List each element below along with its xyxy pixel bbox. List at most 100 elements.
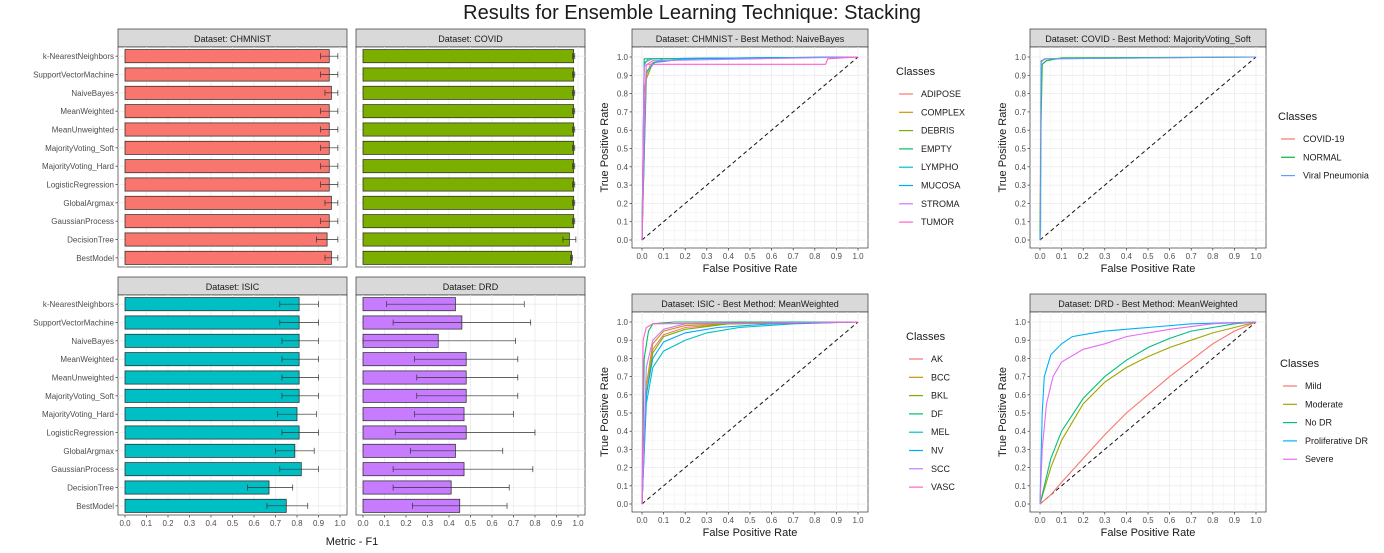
- legend-entry: EMPTY: [921, 144, 952, 154]
- x-tick-label: 0.5: [1142, 516, 1154, 525]
- category-label: SupportVectorMachine: [33, 319, 114, 328]
- x-axis-title: False Positive Rate: [703, 263, 798, 275]
- x-tick-label: 0.0: [636, 516, 648, 525]
- roc-curve: [641, 321, 858, 505]
- x-tick-label: 0.5: [744, 516, 756, 525]
- x-tick-label: 0.3: [701, 516, 713, 525]
- x-tick-label: 1.0: [852, 516, 864, 525]
- roc-panel-1: Dataset: COVID - Best Method: MajorityVo…: [997, 28, 1369, 275]
- category-label: MeanWeighted: [60, 107, 114, 116]
- bar: [362, 67, 575, 82]
- roc-curve: [641, 321, 859, 505]
- legend: Classes ADIPOSE COMPLEX DEBRIS EMPTY LYMPHO MU…: [896, 66, 965, 227]
- y-axis-title: True Positive Rate: [599, 102, 611, 192]
- x-tick-label: 1.0: [572, 519, 584, 528]
- y-tick-label: 0.1: [617, 218, 629, 227]
- roc-curve: [641, 321, 859, 505]
- x-tick-label: 0.3: [184, 519, 196, 528]
- legend: Classes Mild Moderate No DR Proliferative DR…: [1280, 358, 1369, 464]
- facet-strip-label: Dataset: DRD: [443, 282, 499, 292]
- y-axis-title: True Positive Rate: [997, 102, 1009, 192]
- y-tick-label: 1.0: [617, 318, 629, 327]
- bar-facet-0: Dataset: CHMNIST k-NearestNeighbors Suppor…: [33, 28, 348, 268]
- legend-entry: BCC: [931, 372, 951, 382]
- chance-diagonal: [641, 321, 859, 505]
- y-tick-label: 0.2: [617, 464, 629, 473]
- roc-curve: [1039, 321, 1257, 505]
- x-tick-label: 0.7: [788, 516, 800, 525]
- x-tick-label: 0.2: [680, 516, 692, 525]
- legend-entry: No DR: [1305, 418, 1333, 428]
- x-tick-label: 0.4: [1121, 252, 1133, 261]
- panel-title: Dataset: CHMNIST - Best Method: NaiveBay…: [656, 34, 845, 44]
- x-tick-label: 0.9: [831, 252, 843, 261]
- bar: [124, 498, 287, 513]
- panel-title: Dataset: DRD - Best Method: MeanWeighted: [1058, 299, 1237, 309]
- x-tick-label: 0.8: [809, 252, 821, 261]
- category-label: MajorityVoting_Soft: [45, 392, 115, 401]
- x-tick-label: 1.0: [1250, 252, 1262, 261]
- legend-entry: MEL: [931, 427, 950, 437]
- x-tick-label: 0.0: [357, 519, 369, 528]
- y-tick-label: 0.8: [617, 90, 629, 99]
- y-tick-label: 0.5: [617, 145, 629, 154]
- x-tick-label: 0.8: [1207, 516, 1219, 525]
- x-tick-label: 0.2: [400, 519, 412, 528]
- bar: [124, 85, 332, 100]
- y-tick-label: 0.0: [617, 236, 629, 245]
- roc-curve: [1039, 321, 1257, 505]
- bar: [124, 425, 300, 440]
- legend-entry: STROMA: [921, 199, 960, 209]
- category-label: BestModel: [76, 502, 114, 511]
- roc-curve: [641, 56, 859, 241]
- x-tick-label: 0.7: [788, 252, 800, 261]
- category-label: NaiveBayes: [71, 337, 114, 346]
- x-tick-label: 0.3: [701, 252, 713, 261]
- legend-entry: COMPLEX: [921, 107, 965, 117]
- bar: [362, 85, 575, 100]
- legend-entry: NORMAL: [1303, 152, 1342, 162]
- x-tick-label: 0.3: [422, 519, 434, 528]
- x-tick-label: 1.0: [1250, 516, 1262, 525]
- y-tick-label: 0.6: [1015, 126, 1027, 135]
- x-tick-label: 0.2: [1078, 516, 1090, 525]
- x-tick-label: 0.1: [379, 519, 391, 528]
- category-label: GaussianProcess: [51, 465, 114, 474]
- bar-facet-3: Dataset: DRD 0.0 0.1 0.2 0.3 0.4 0.5 0.6 0.7 0.8 0…: [355, 276, 586, 528]
- legend-entry: Viral Pneumonia: [1303, 171, 1369, 181]
- y-tick-label: 0.8: [1015, 354, 1027, 363]
- facet-strip-label: Dataset: COVID: [438, 34, 503, 44]
- y-tick-label: 0.4: [617, 427, 629, 436]
- legend-entry: Moderate: [1305, 399, 1343, 409]
- bar: [124, 104, 330, 119]
- chance-diagonal: [641, 56, 859, 241]
- legend-entry: BKL: [931, 391, 948, 401]
- y-tick-label: 0.4: [1015, 163, 1027, 172]
- bar: [124, 297, 300, 312]
- x-tick-label: 0.9: [313, 519, 325, 528]
- x-tick-label: 1.0: [852, 252, 864, 261]
- y-tick-label: 0.3: [617, 181, 629, 190]
- legend-entry: COVID-19: [1303, 134, 1345, 144]
- category-label: MeanUnweighted: [52, 374, 114, 383]
- bar: [124, 122, 330, 137]
- category-label: GlobalArgmax: [63, 447, 114, 456]
- x-tick-label: 0.7: [508, 519, 520, 528]
- x-tick-label: 0.0: [1034, 516, 1046, 525]
- y-tick-label: 0.3: [1015, 445, 1027, 454]
- y-tick-label: 0.7: [617, 373, 629, 382]
- x-tick-label: 0.0: [1034, 252, 1046, 261]
- facet-strip-label: Dataset: ISIC: [206, 282, 260, 292]
- bar: [362, 214, 575, 229]
- bar: [124, 333, 300, 348]
- x-tick-label: 0.8: [529, 519, 541, 528]
- x-tick-label: 0.4: [723, 516, 735, 525]
- legend-entry: DF: [931, 409, 943, 419]
- bar: [362, 177, 575, 192]
- bar: [362, 122, 575, 137]
- x-tick-label: 0.1: [658, 252, 670, 261]
- y-tick-label: 0.4: [1015, 427, 1027, 436]
- legend-entry: NV: [931, 446, 944, 456]
- x-tick-label: 0.1: [141, 519, 153, 528]
- y-tick-label: 0.0: [617, 500, 629, 509]
